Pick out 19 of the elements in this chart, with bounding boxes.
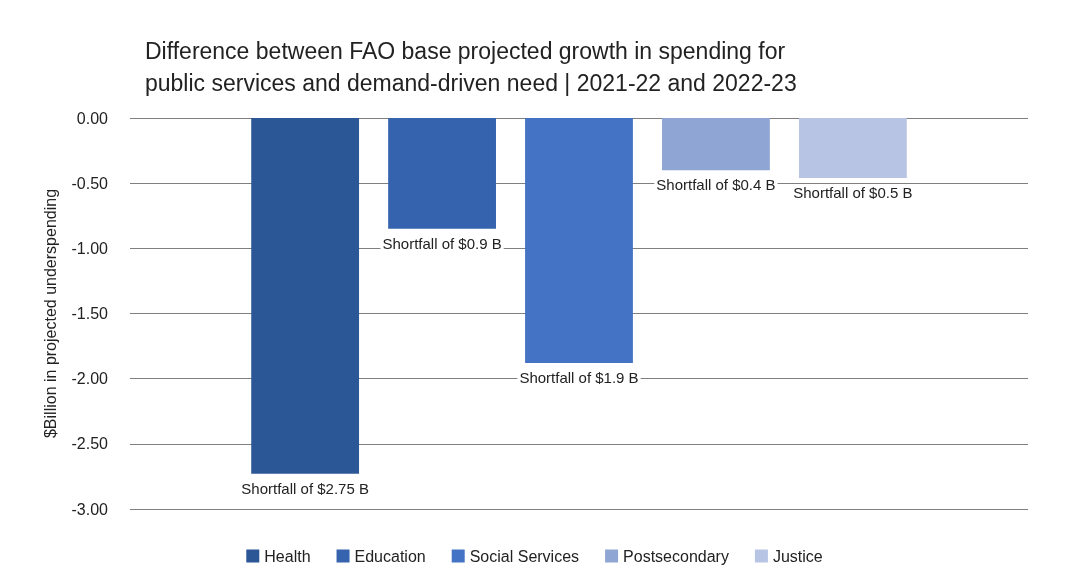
legend-label: Education [354,547,426,565]
y-tick-label: -2.00 [71,370,109,388]
y-tick-label: -0.50 [71,174,109,192]
legend-label: Social Services [469,547,580,565]
data-label: Shortfall of $1.9 B [519,369,639,387]
legend-label: Health [264,547,311,565]
legend-label: Justice [772,547,823,565]
data-label: Shortfall of $0.5 B [793,183,913,201]
y-tick-label: -2.50 [71,435,109,453]
y-axis-title: $Billion in projected underspending [41,188,59,439]
data-label: Shortfall of $2.75 B [241,479,369,497]
y-tick-label: -3.00 [71,500,109,518]
data-label: Shortfall of $0.9 B [382,234,502,252]
y-tick-label: 0.00 [76,109,109,127]
chart-title: Difference between FAO base projected growth in spending for public services and demand-driven need | 2021-22 and 2022-23 [145,38,797,96]
y-tick-label: -1.00 [71,239,109,257]
y-tick-label: -1.50 [71,305,109,322]
data-label: Shortfall of $0.4 B [656,176,776,194]
legend-label: Postsecondary [623,547,729,565]
